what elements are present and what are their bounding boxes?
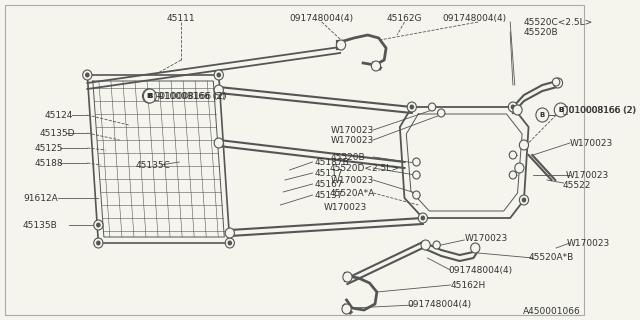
Text: B: B bbox=[540, 112, 545, 118]
Circle shape bbox=[515, 163, 524, 173]
Text: W170023: W170023 bbox=[331, 175, 374, 185]
Text: 45520B: 45520B bbox=[331, 153, 365, 162]
Circle shape bbox=[225, 228, 234, 238]
Circle shape bbox=[509, 151, 516, 159]
Circle shape bbox=[413, 171, 420, 179]
Circle shape bbox=[554, 103, 567, 117]
Circle shape bbox=[420, 215, 425, 220]
Text: 45162H: 45162H bbox=[451, 281, 486, 290]
Circle shape bbox=[413, 191, 420, 199]
Circle shape bbox=[470, 243, 480, 253]
Text: W170023: W170023 bbox=[570, 139, 613, 148]
Text: 45111: 45111 bbox=[167, 13, 195, 22]
Text: W170023: W170023 bbox=[565, 171, 609, 180]
Circle shape bbox=[371, 61, 381, 71]
Text: B: B bbox=[147, 93, 152, 99]
Circle shape bbox=[83, 70, 92, 80]
Circle shape bbox=[509, 171, 516, 179]
Circle shape bbox=[519, 140, 529, 150]
Circle shape bbox=[410, 105, 414, 109]
Circle shape bbox=[421, 240, 430, 250]
Text: ⒵010008166 (2): ⒵010008166 (2) bbox=[154, 92, 227, 100]
Text: W170023: W170023 bbox=[331, 135, 374, 145]
Text: 45187B: 45187B bbox=[314, 157, 349, 166]
Text: 45520D<2.5L>: 45520D<2.5L> bbox=[329, 164, 399, 172]
Circle shape bbox=[508, 102, 518, 112]
Circle shape bbox=[413, 158, 420, 166]
Text: 45135B: 45135B bbox=[23, 220, 58, 229]
Text: B: B bbox=[147, 93, 152, 99]
Text: 091748004(4): 091748004(4) bbox=[407, 300, 471, 309]
Circle shape bbox=[94, 220, 103, 230]
Circle shape bbox=[96, 222, 100, 228]
Circle shape bbox=[143, 89, 156, 103]
Text: 010008166 (2): 010008166 (2) bbox=[569, 106, 636, 115]
Text: W170023: W170023 bbox=[464, 234, 508, 243]
Circle shape bbox=[522, 197, 526, 203]
Circle shape bbox=[214, 138, 223, 148]
Text: 45520B: 45520B bbox=[524, 28, 559, 36]
Circle shape bbox=[342, 304, 351, 314]
Text: 45520A*B: 45520A*B bbox=[529, 253, 574, 262]
Circle shape bbox=[214, 85, 223, 95]
Text: W170023: W170023 bbox=[331, 125, 374, 134]
Text: 091748004(4): 091748004(4) bbox=[442, 13, 506, 22]
Circle shape bbox=[227, 241, 232, 245]
Text: B: B bbox=[147, 93, 152, 99]
Circle shape bbox=[438, 109, 445, 117]
Circle shape bbox=[428, 103, 436, 111]
Text: 45135D: 45135D bbox=[40, 129, 75, 138]
Circle shape bbox=[419, 213, 428, 223]
Text: ⒵010008166 (2): ⒵010008166 (2) bbox=[563, 106, 636, 115]
Circle shape bbox=[214, 70, 223, 80]
Text: 45125: 45125 bbox=[35, 143, 63, 153]
Text: 45522: 45522 bbox=[563, 180, 591, 189]
Text: 45135C: 45135C bbox=[136, 161, 171, 170]
Text: 45137: 45137 bbox=[314, 190, 343, 199]
Text: 45520A*A: 45520A*A bbox=[329, 188, 374, 197]
Text: W170023: W170023 bbox=[324, 203, 367, 212]
Text: 45117: 45117 bbox=[314, 169, 343, 178]
Text: 45167: 45167 bbox=[314, 180, 343, 188]
Text: 45520C<2.5L>: 45520C<2.5L> bbox=[524, 18, 593, 27]
Text: 010008166 (2): 010008166 (2) bbox=[158, 92, 225, 100]
Circle shape bbox=[337, 40, 346, 50]
Circle shape bbox=[433, 241, 440, 249]
Circle shape bbox=[536, 108, 548, 122]
Text: B: B bbox=[558, 107, 563, 113]
Circle shape bbox=[85, 73, 90, 77]
Circle shape bbox=[94, 238, 103, 248]
Circle shape bbox=[343, 272, 352, 282]
Circle shape bbox=[554, 78, 563, 88]
Circle shape bbox=[513, 105, 522, 115]
Text: A450001066: A450001066 bbox=[523, 308, 581, 316]
Circle shape bbox=[96, 241, 100, 245]
Text: 45162G: 45162G bbox=[387, 13, 422, 22]
Circle shape bbox=[225, 238, 234, 248]
Text: 091748004(4): 091748004(4) bbox=[449, 266, 513, 275]
Circle shape bbox=[511, 105, 515, 109]
Circle shape bbox=[216, 73, 221, 77]
Text: 45124: 45124 bbox=[44, 110, 72, 119]
Circle shape bbox=[552, 78, 560, 86]
Circle shape bbox=[143, 89, 156, 103]
Text: 91612A: 91612A bbox=[23, 194, 58, 203]
Circle shape bbox=[407, 102, 417, 112]
Text: B: B bbox=[558, 107, 563, 113]
Text: W170023: W170023 bbox=[567, 238, 611, 247]
Text: 45188: 45188 bbox=[35, 158, 63, 167]
Text: 091748004(4): 091748004(4) bbox=[290, 13, 354, 22]
Circle shape bbox=[519, 195, 529, 205]
